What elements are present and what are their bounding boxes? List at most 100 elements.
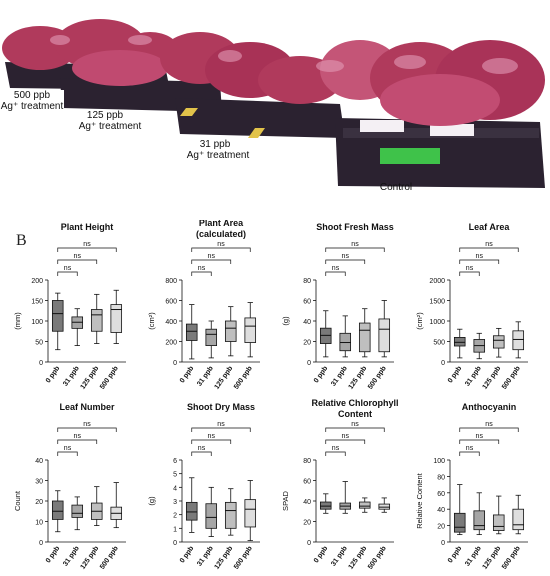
iqr-box <box>492 514 505 531</box>
x-tick-label: 0 ppb <box>179 365 195 384</box>
box-500-ppb <box>244 302 257 358</box>
tray-label-500-line2: Ag⁺ treatment <box>1 101 64 112</box>
bracket-line <box>57 439 98 444</box>
panel-b-label: B <box>16 232 27 249</box>
box-31-ppb <box>205 320 218 359</box>
y-tick-label: 100 <box>433 458 445 465</box>
x-tick-label: 125 ppb <box>347 545 368 571</box>
bracket-line <box>459 271 480 276</box>
y-tick-label: 80 <box>303 458 311 465</box>
iqr-box <box>205 328 218 346</box>
x-tick-label: 125 ppb <box>481 365 502 391</box>
iqr-box <box>453 337 466 347</box>
box-125-ppb <box>492 495 505 535</box>
y-tick-label: 4 <box>173 485 177 492</box>
y-tick-label: 1500 <box>429 299 445 306</box>
box-125-ppb <box>224 306 237 357</box>
iqr-box <box>244 499 257 528</box>
x-tick-label: 31 ppb <box>62 545 81 567</box>
y-tick-label: 20 <box>35 499 43 506</box>
tray-label-125-line1: 125 ppb <box>87 110 124 121</box>
bracket-line <box>57 451 78 456</box>
x-tick-label: 125 ppb <box>347 365 368 391</box>
iqr-box <box>205 503 218 529</box>
x-tick-label: 31 ppb <box>196 365 215 387</box>
box-0-ppb <box>453 484 466 536</box>
x-tick-label: 31 ppb <box>464 365 483 387</box>
significance-bracket: ns <box>191 445 212 456</box>
tray-label-125-line2: Ag⁺ treatment <box>79 121 142 132</box>
significance-bracket: ns <box>459 241 519 252</box>
x-tick-label: 500 ppb <box>99 365 120 391</box>
y-tick-label: 60 <box>303 479 311 486</box>
x-tick-label: 500 ppb <box>367 365 388 391</box>
bracket-line <box>191 451 212 456</box>
iqr-box <box>512 330 525 351</box>
chart-1: Plant Height 0 50 100 150 200 (mm) 0 ppb 31 ppb1… <box>13 222 126 391</box>
significance-bracket: ns <box>459 433 500 444</box>
significance-bracket: ns <box>191 253 232 264</box>
box-0-ppb <box>453 328 466 359</box>
significance-bracket: ns <box>191 241 251 252</box>
y-tick-label: 200 <box>165 340 177 347</box>
bracket-line <box>191 259 232 264</box>
x-tick-label: 0 ppb <box>179 545 195 564</box>
ns-label: ns <box>485 421 493 428</box>
yellow-stripe-2 <box>248 128 265 138</box>
ns-label: ns <box>476 433 484 440</box>
y-tick-label: 100 <box>31 319 43 326</box>
box-0-ppb <box>185 477 198 533</box>
significance-bracket: ns <box>459 421 519 432</box>
box-31-ppb <box>71 496 84 531</box>
iqr-box <box>453 512 466 533</box>
ns-label: ns <box>466 445 474 452</box>
bracket-line <box>57 247 117 252</box>
bracket-line <box>191 271 212 276</box>
box-31-ppb <box>71 308 84 346</box>
tray-label-31: 31 ppb Ag⁺ treatment <box>180 139 260 162</box>
x-tick-label: 0 ppb <box>313 365 329 384</box>
significance-bracket: ns <box>57 421 117 432</box>
box-31-ppb <box>473 492 486 536</box>
ns-label: ns <box>332 445 340 452</box>
ns-label: ns <box>208 433 216 440</box>
y-tick-label: 0 <box>441 360 445 367</box>
ns-label: ns <box>351 421 359 428</box>
x-tick-label: 500 ppb <box>233 545 254 571</box>
y-axis-label: (mm) <box>13 312 22 330</box>
iqr-box <box>71 504 84 518</box>
iqr-box <box>185 323 198 341</box>
y-tick-label: 20 <box>437 524 445 531</box>
control-tray-green-label <box>380 148 440 164</box>
tray-label-500: 500 ppb Ag⁺ treatment <box>1 90 64 112</box>
bracket-line <box>325 259 366 264</box>
box-500-ppb <box>512 494 525 535</box>
ns-label: ns <box>351 241 359 248</box>
y-tick-label: 2 <box>173 513 177 520</box>
x-tick-label: 125 ppb <box>481 545 502 571</box>
significance-bracket: ns <box>191 265 212 276</box>
y-tick-label: 2000 <box>429 278 445 285</box>
iqr-box <box>319 501 332 510</box>
significance-bracket: ns <box>459 253 500 264</box>
chart-title: Leaf Area <box>469 222 511 232</box>
y-tick-label: 0 <box>307 540 311 547</box>
box-0-ppb <box>319 310 332 358</box>
bracket-line <box>459 247 519 252</box>
x-tick-label: 0 ppb <box>45 545 61 564</box>
foliage <box>2 19 545 126</box>
y-tick-label: 50 <box>35 340 43 347</box>
iqr-box <box>378 503 391 510</box>
bracket-line <box>459 259 500 264</box>
iqr-box <box>110 304 123 333</box>
tray-label-control-text: Control <box>380 182 412 193</box>
bracket-line <box>459 427 519 432</box>
control-tray-white-card-2 <box>430 124 474 136</box>
box-500-ppb <box>378 497 391 513</box>
y-tick-label: 20 <box>303 340 311 347</box>
y-axis-label: (g) <box>147 496 156 506</box>
x-tick-label: 31 ppb <box>62 365 81 387</box>
chart-title: Shoot Dry Mass <box>187 402 255 412</box>
ns-label: ns <box>476 253 484 260</box>
